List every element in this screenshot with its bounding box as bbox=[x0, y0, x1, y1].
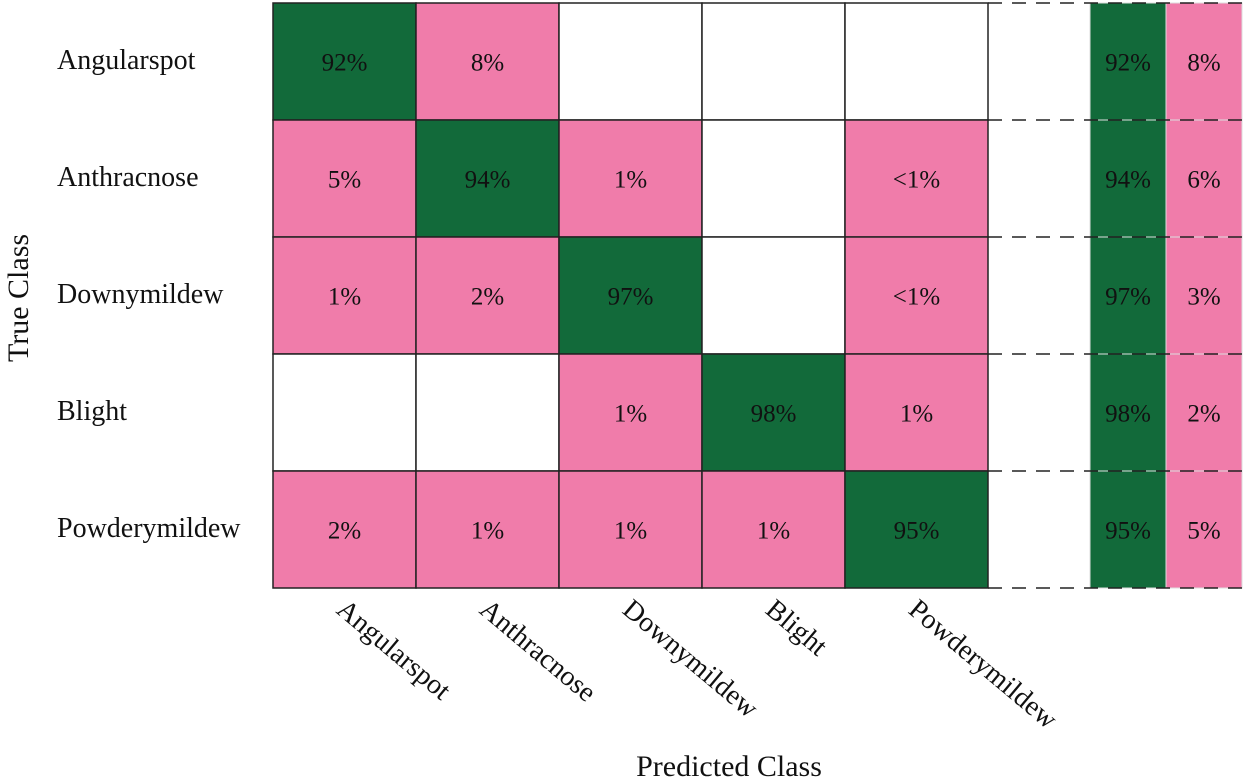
cell-value: 92% bbox=[322, 50, 368, 77]
summary-correct-cell bbox=[1089, 470, 1167, 589]
summary-incorrect-value: 5% bbox=[1187, 518, 1220, 545]
summary-correct-cell bbox=[1089, 119, 1167, 238]
cell-value: 1% bbox=[900, 401, 933, 428]
summary-correct-value: 94% bbox=[1105, 167, 1151, 194]
cell-value: <1% bbox=[893, 284, 940, 311]
matrix-cell bbox=[272, 119, 417, 238]
matrix-cell bbox=[701, 236, 846, 355]
summary-incorrect-value: 8% bbox=[1187, 50, 1220, 77]
matrix-cell bbox=[558, 2, 703, 121]
summary-incorrect-value: 2% bbox=[1187, 401, 1220, 428]
matrix-cell bbox=[701, 353, 846, 472]
cell-value: 1% bbox=[757, 518, 790, 545]
cell-value: 8% bbox=[471, 50, 504, 77]
matrix-cell bbox=[844, 353, 989, 472]
summary-incorrect-value: 3% bbox=[1187, 284, 1220, 311]
column-label: Angularspot bbox=[331, 594, 457, 707]
cell-value: 2% bbox=[471, 284, 504, 311]
matrix-cell bbox=[558, 470, 703, 589]
cell-value: 1% bbox=[614, 167, 647, 194]
matrix-cell bbox=[558, 119, 703, 238]
matrix-cell bbox=[844, 236, 989, 355]
cell-value: 95% bbox=[894, 518, 940, 545]
row-label: Angularspot bbox=[57, 45, 196, 76]
cell-value: 1% bbox=[471, 518, 504, 545]
summary-incorrect-cell bbox=[1165, 2, 1243, 121]
matrix-cell bbox=[844, 470, 989, 589]
row-label: Blight bbox=[57, 396, 127, 427]
summary-correct-cell bbox=[1089, 353, 1167, 472]
matrix-cell bbox=[272, 353, 417, 472]
matrix-cell bbox=[415, 119, 560, 238]
summary-correct-value: 92% bbox=[1105, 50, 1151, 77]
matrix-cell bbox=[701, 470, 846, 589]
matrix-cell bbox=[415, 236, 560, 355]
summary-correct-value: 95% bbox=[1105, 518, 1151, 545]
matrix-cell bbox=[844, 2, 989, 121]
row-labels: Angularspot Anthracnose Downymildew Blight P… bbox=[57, 45, 241, 544]
summary-incorrect-cell bbox=[1165, 236, 1243, 355]
summary-correct-value: 98% bbox=[1105, 401, 1151, 428]
column-label: Blight bbox=[760, 594, 834, 663]
matrix-cell bbox=[701, 119, 846, 238]
row-label: Powderymildew bbox=[57, 513, 241, 544]
matrix-cell bbox=[272, 470, 417, 589]
column-label: Powderymildew bbox=[903, 594, 1064, 736]
row-label: Anthracnose bbox=[57, 162, 199, 193]
summary-incorrect-cell bbox=[1165, 470, 1243, 589]
cell-value: 5% bbox=[328, 167, 361, 194]
cell-value: 94% bbox=[465, 167, 511, 194]
cell-value: <1% bbox=[893, 167, 940, 194]
column-label: Downymildew bbox=[617, 594, 765, 725]
summary-correct-cell bbox=[1089, 236, 1167, 355]
column-label: Anthracnose bbox=[474, 594, 602, 709]
summary-columns: 92% 8% 94% 6% 97% 3% 98% 2% 95% 5% bbox=[988, 2, 1243, 589]
row-label: Downymildew bbox=[57, 279, 224, 310]
matrix-cell bbox=[844, 119, 989, 238]
matrix-cell bbox=[415, 2, 560, 121]
x-axis-label: Predicted Class bbox=[636, 750, 822, 781]
y-axis-label: True Class bbox=[2, 234, 35, 362]
summary-incorrect-cell bbox=[1165, 353, 1243, 472]
cell-value: 97% bbox=[608, 284, 654, 311]
summary-correct-cell bbox=[1089, 2, 1167, 121]
matrix-cell bbox=[272, 2, 417, 121]
summary-incorrect-value: 6% bbox=[1187, 167, 1220, 194]
cell-value: 1% bbox=[328, 284, 361, 311]
cell-value: 1% bbox=[614, 401, 647, 428]
cell-value: 2% bbox=[328, 518, 361, 545]
cell-value: 1% bbox=[614, 518, 647, 545]
matrix-cells: 92% 8% 5% 94% 1% <1% 1% 2% 97% <1% 1% 98% 1% 2% 1% 1% 1%… bbox=[272, 2, 989, 589]
cell-value: 98% bbox=[751, 401, 797, 428]
matrix-cell bbox=[415, 353, 560, 472]
summary-correct-value: 97% bbox=[1105, 284, 1151, 311]
matrix-cell bbox=[701, 2, 846, 121]
